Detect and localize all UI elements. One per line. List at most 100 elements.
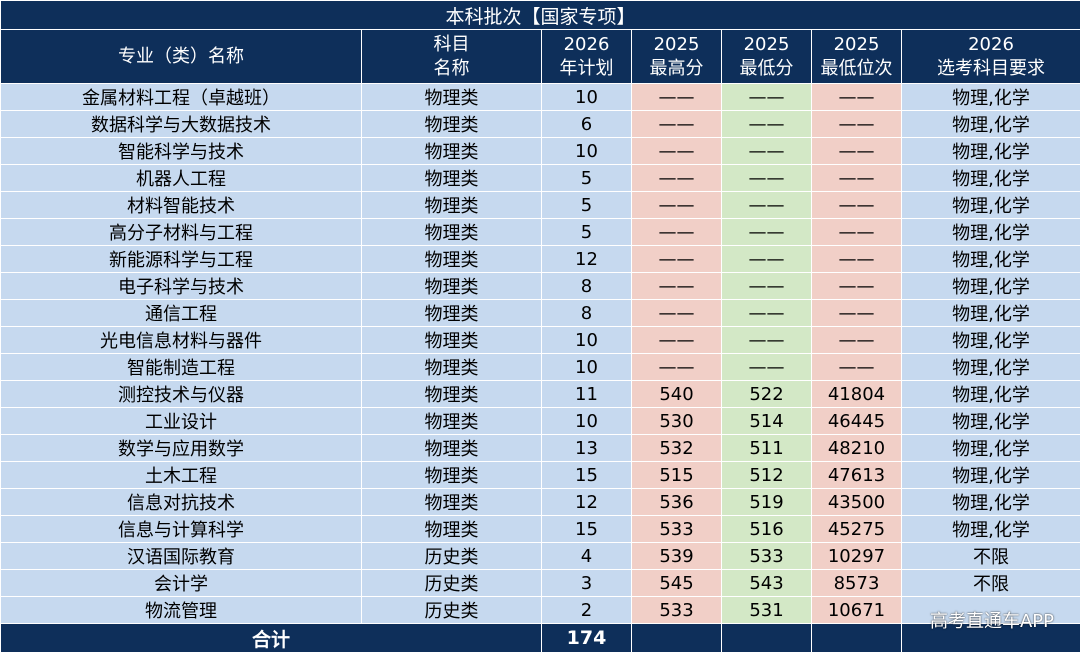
requirement-cell: 物理,化学 — [900, 137, 1080, 165]
requirement-cell: 物理,化学 — [900, 164, 1080, 192]
subject-cell: 物理类 — [361, 326, 542, 354]
major-cell: 信息对抗技术 — [0, 488, 362, 516]
header-rank: 2025 最低位次 — [811, 29, 902, 84]
min-score-cell: —— — [721, 272, 812, 300]
table-row: 物流管理 历史类 2 533 531 10671 — [0, 596, 1080, 624]
requirement-cell: 物理,化学 — [900, 218, 1080, 246]
subject-cell: 物理类 — [361, 218, 542, 246]
max-score-cell: —— — [631, 83, 722, 111]
table-row: 高分子材料与工程 物理类 5 —— —— —— 物理,化学 — [0, 218, 1080, 246]
subject-cell: 物理类 — [361, 488, 542, 516]
subject-cell: 物理类 — [361, 110, 542, 138]
min-score-cell: —— — [721, 83, 812, 111]
max-score-cell: 533 — [631, 515, 722, 543]
major-cell: 信息与计算科学 — [0, 515, 362, 543]
table-row: 信息对抗技术 物理类 12 536 519 43500 物理,化学 — [0, 488, 1080, 516]
major-cell: 高分子材料与工程 — [0, 218, 362, 246]
table-row: 智能科学与技术 物理类 10 —— —— —— 物理,化学 — [0, 137, 1080, 165]
header-rank-line2: 最低位次 — [820, 57, 893, 79]
min-rank-cell: 8573 — [811, 569, 902, 597]
total-label: 合计 — [0, 623, 542, 653]
major-cell: 智能科学与技术 — [0, 137, 362, 165]
min-rank-cell: 10671 — [811, 596, 902, 624]
table-title: 本科批次【国家专项】 — [0, 0, 1080, 30]
major-cell: 材料智能技术 — [0, 191, 362, 219]
header-req: 2026 选考科目要求 — [900, 29, 1080, 84]
plan-cell: 12 — [541, 245, 632, 273]
min-score-cell: 543 — [721, 569, 812, 597]
min-rank-cell: 45275 — [811, 515, 902, 543]
subject-cell: 物理类 — [361, 245, 542, 273]
table-row: 光电信息材料与器件 物理类 10 —— —— —— 物理,化学 — [0, 326, 1080, 354]
requirement-cell: 不限 — [900, 542, 1080, 570]
min-score-cell: 516 — [721, 515, 812, 543]
table-row: 土木工程 物理类 15 515 512 47613 物理,化学 — [0, 461, 1080, 489]
min-score-cell: —— — [721, 137, 812, 165]
major-cell: 数据科学与大数据技术 — [0, 110, 362, 138]
max-score-cell: —— — [631, 110, 722, 138]
major-cell: 汉语国际教育 — [0, 542, 362, 570]
subject-cell: 物理类 — [361, 461, 542, 489]
major-cell: 物流管理 — [0, 596, 362, 624]
total-plan: 174 — [541, 623, 632, 653]
min-rank-cell: —— — [811, 83, 902, 111]
subject-cell: 物理类 — [361, 191, 542, 219]
min-rank-cell: 47613 — [811, 461, 902, 489]
table-row: 测控技术与仪器 物理类 11 540 522 41804 物理,化学 — [0, 380, 1080, 408]
header-row: 专业（类）名称 科目 名称 2026 年计划 2025 最高分 2025 最低分 202… — [0, 29, 1080, 84]
major-cell: 通信工程 — [0, 299, 362, 327]
plan-cell: 10 — [541, 326, 632, 354]
max-score-cell: 539 — [631, 542, 722, 570]
plan-cell: 8 — [541, 299, 632, 327]
max-score-cell: 530 — [631, 407, 722, 435]
max-score-cell: 540 — [631, 380, 722, 408]
table-row: 工业设计 物理类 10 530 514 46445 物理,化学 — [0, 407, 1080, 435]
min-rank-cell: 48210 — [811, 434, 902, 462]
min-score-cell: 511 — [721, 434, 812, 462]
max-score-cell: 536 — [631, 488, 722, 516]
max-score-cell: —— — [631, 164, 722, 192]
min-score-cell: 514 — [721, 407, 812, 435]
min-score-cell: —— — [721, 191, 812, 219]
max-score-cell: —— — [631, 245, 722, 273]
plan-cell: 10 — [541, 137, 632, 165]
max-score-cell: —— — [631, 272, 722, 300]
subject-cell: 物理类 — [361, 164, 542, 192]
min-rank-cell: —— — [811, 245, 902, 273]
plan-cell: 4 — [541, 542, 632, 570]
table-row: 会计学 历史类 3 545 543 8573 不限 — [0, 569, 1080, 597]
subject-cell: 物理类 — [361, 353, 542, 381]
table-row: 汉语国际教育 历史类 4 539 533 10297 不限 — [0, 542, 1080, 570]
header-max: 2025 最高分 — [631, 29, 722, 84]
table-row: 数据科学与大数据技术 物理类 6 —— —— —— 物理,化学 — [0, 110, 1080, 138]
major-cell: 数学与应用数学 — [0, 434, 362, 462]
requirement-cell: 物理,化学 — [900, 380, 1080, 408]
subject-cell: 历史类 — [361, 596, 542, 624]
subject-cell: 物理类 — [361, 407, 542, 435]
min-rank-cell: —— — [811, 299, 902, 327]
plan-cell: 10 — [541, 353, 632, 381]
plan-cell: 5 — [541, 218, 632, 246]
header-plan-line1: 2026 — [563, 33, 610, 55]
total-blank-cell — [721, 623, 812, 653]
plan-cell: 13 — [541, 434, 632, 462]
header-major: 专业（类）名称 — [0, 29, 362, 84]
plan-cell: 5 — [541, 164, 632, 192]
major-cell: 新能源科学与工程 — [0, 245, 362, 273]
table-row: 金属材料工程（卓越班） 物理类 10 —— —— —— 物理,化学 — [0, 83, 1080, 111]
min-score-cell: 512 — [721, 461, 812, 489]
major-cell: 机器人工程 — [0, 164, 362, 192]
subject-cell: 历史类 — [361, 569, 542, 597]
table-row: 通信工程 物理类 8 —— —— —— 物理,化学 — [0, 299, 1080, 327]
min-score-cell: —— — [721, 299, 812, 327]
requirement-cell: 物理,化学 — [900, 110, 1080, 138]
header-subject: 科目 名称 — [361, 29, 542, 84]
total-blank-cell — [900, 623, 1080, 653]
requirement-cell — [900, 596, 1080, 624]
requirement-cell: 物理,化学 — [900, 272, 1080, 300]
plan-cell: 8 — [541, 272, 632, 300]
requirement-cell: 物理,化学 — [900, 353, 1080, 381]
subject-cell: 物理类 — [361, 272, 542, 300]
